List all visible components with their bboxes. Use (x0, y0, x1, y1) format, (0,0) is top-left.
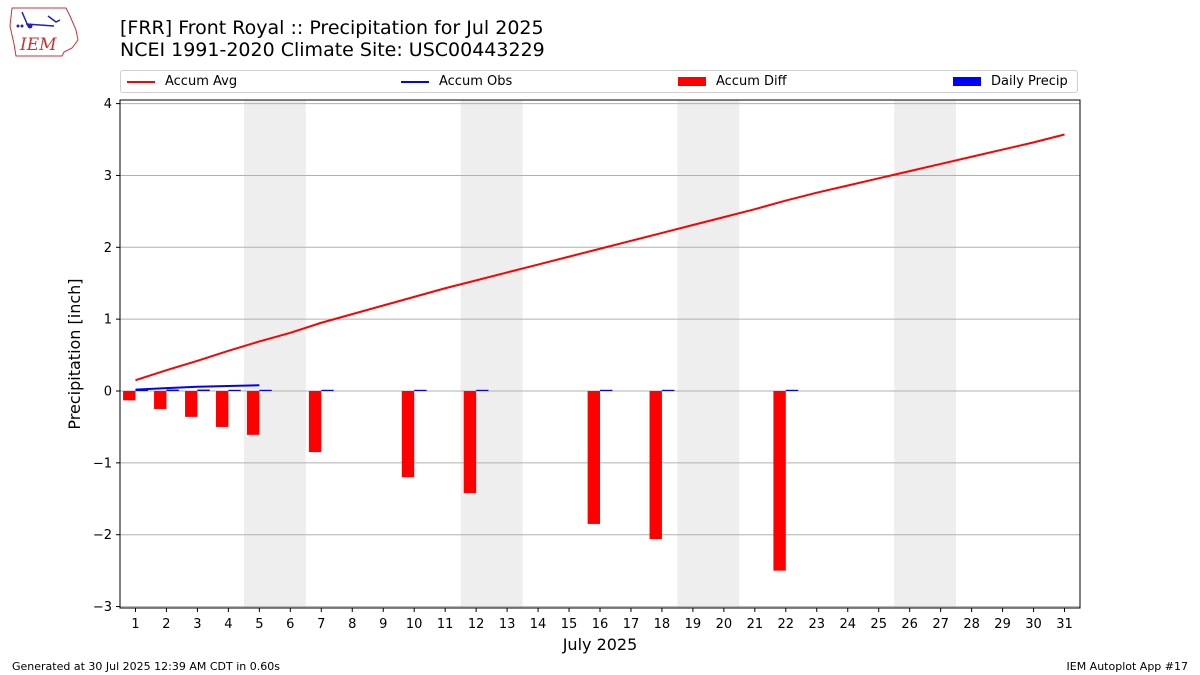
legend-item-accum-obs: Accum Obs (401, 74, 512, 89)
x-tick-label: 21 (747, 617, 764, 632)
accum-diff-bar (216, 391, 229, 427)
weekend-band (243, 100, 306, 608)
x-tick-label: 26 (901, 617, 918, 632)
daily-precip-bar (661, 389, 675, 392)
series-lines (135, 133, 1065, 391)
x-tick-label: 2 (162, 617, 170, 632)
x-ticks: 1 2 3 4 5 6 7 8 9 10 11 12 13 14 15 16 17 18 19 20 21 22 23 24 2… (131, 608, 1073, 632)
daily-precip-bar (785, 389, 799, 392)
legend-swatch (953, 77, 981, 86)
legend-swatch (678, 77, 706, 86)
daily-precip-bar (600, 389, 613, 392)
accum-diff-bar (587, 391, 600, 524)
weekend-band (460, 100, 523, 608)
x-tick-label: 18 (654, 617, 671, 632)
x-tick-label: 17 (623, 617, 640, 632)
daily-precip-bar (228, 389, 241, 392)
y-tick-label: 2 (104, 241, 112, 256)
y-tick-label: 4 (104, 97, 112, 112)
legend-item-accum-diff: Accum Diff (678, 74, 787, 89)
iem-logo: IEM (8, 6, 80, 62)
accum-diff-bar (154, 391, 167, 409)
accum-diff-bar (185, 391, 198, 417)
y-tick-label: −3 (93, 600, 112, 615)
x-tick-label: 25 (870, 617, 887, 632)
x-tick-label: 3 (193, 617, 201, 632)
daily-precip-bar (259, 389, 272, 392)
x-tick-label: 16 (592, 617, 609, 632)
x-axis-label: July 2025 (562, 635, 638, 654)
x-tick-label: 11 (437, 617, 454, 632)
accum-diff-bar (123, 391, 136, 401)
accum-avg-line (135, 133, 1065, 382)
bars (123, 389, 799, 571)
legend-swatch (127, 80, 155, 83)
weekend-band (894, 100, 957, 608)
x-tick-label: 31 (1056, 617, 1073, 632)
x-tick-label: 15 (561, 617, 578, 632)
logo-text: IEM (19, 35, 57, 55)
x-tick-label: 23 (809, 617, 826, 632)
y-axis-label: Precipitation [inch] (65, 278, 84, 429)
x-tick-label: 13 (499, 617, 516, 632)
y-tick-label: 0 (104, 385, 112, 400)
legend-item-accum-avg: Accum Avg (127, 74, 237, 89)
x-tick-label: 30 (1025, 617, 1042, 632)
x-tick-label: 4 (224, 617, 232, 632)
accum-diff-bar (463, 391, 477, 494)
daily-precip-bar (166, 389, 179, 392)
accum-obs-line (135, 384, 260, 391)
y-tick-label: 3 (104, 169, 112, 184)
accum-diff-bar (649, 391, 662, 540)
daily-precip-bar (476, 389, 489, 392)
weekend-shading (243, 100, 957, 608)
x-tick-label: 9 (379, 617, 387, 632)
x-tick-label: 7 (317, 617, 325, 632)
footer-generated: Generated at 30 Jul 2025 12:39 AM CDT in… (12, 660, 280, 673)
legend-label: Daily Precip (991, 74, 1068, 89)
daily-precip-bar (135, 389, 148, 392)
x-tick-label: 27 (932, 617, 949, 632)
chart-title: [FRR] Front Royal :: Precipitation for J… (120, 17, 545, 61)
x-tick-label: 10 (406, 617, 423, 632)
daily-precip-bar (321, 389, 334, 392)
x-tick-label: 24 (839, 617, 856, 632)
legend-label: Accum Obs (439, 74, 513, 89)
x-tick-label: 20 (716, 617, 733, 632)
x-tick-label: 22 (778, 617, 795, 632)
x-tick-label: 19 (685, 617, 702, 632)
title-line-1: [FRR] Front Royal :: Precipitation for J… (120, 17, 544, 39)
y-tick-label: 1 (104, 313, 112, 328)
accum-diff-bar (773, 391, 786, 571)
legend-label: Accum Diff (716, 74, 787, 89)
y-ticks: −3 −2 −1 0 1 2 3 4 (93, 97, 120, 615)
accum-diff-bar (246, 391, 260, 435)
x-tick-label: 29 (994, 617, 1011, 632)
title-line-2: NCEI 1991-2020 Climate Site: USC00443229 (120, 39, 545, 61)
accum-diff-bar (401, 391, 415, 478)
x-tick-label: 1 (131, 617, 139, 632)
legend-swatch (401, 80, 429, 83)
y-tick-label: −2 (93, 528, 112, 543)
x-tick-label: 28 (963, 617, 980, 632)
x-tick-label: 5 (255, 617, 263, 632)
daily-precip-bar (414, 389, 427, 392)
legend: Accum Avg Accum Obs Accum Diff Daily Pre… (120, 70, 1078, 93)
x-tick-label: 12 (468, 617, 485, 632)
y-tick-label: −1 (93, 456, 112, 471)
x-tick-label: 6 (286, 617, 294, 632)
x-tick-label: 14 (530, 617, 547, 632)
weekend-band (677, 100, 740, 608)
daily-precip-bar (197, 389, 210, 392)
footer-app: IEM Autoplot App #17 (1066, 660, 1189, 673)
legend-item-daily-precip: Daily Precip (953, 74, 1068, 89)
x-tick-label: 8 (348, 617, 356, 632)
accum-diff-bar (308, 391, 322, 453)
legend-label: Accum Avg (165, 74, 238, 89)
